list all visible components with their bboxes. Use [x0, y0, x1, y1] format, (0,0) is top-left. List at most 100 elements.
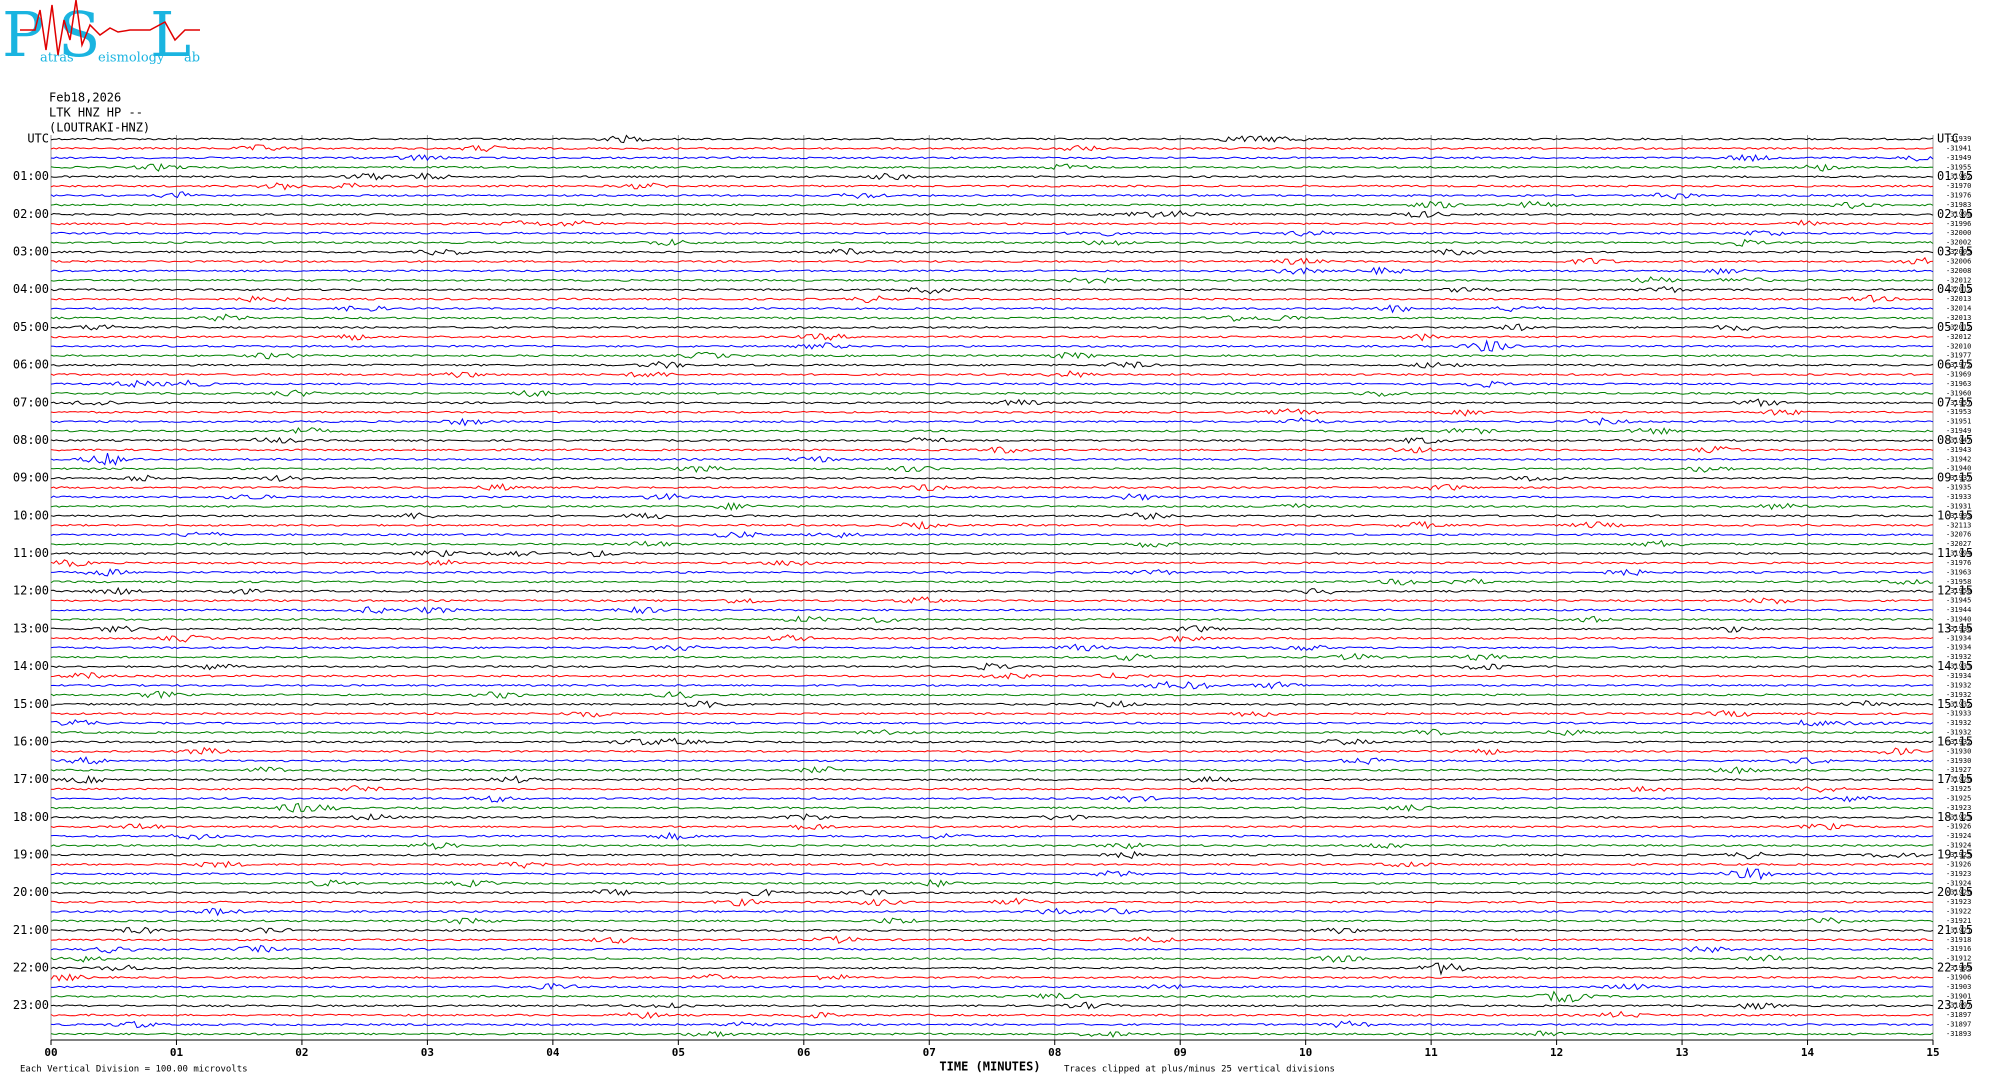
trace — [50, 144, 1934, 153]
offset-label: -31957 — [1946, 399, 1971, 407]
clip-note: Traces clipped at plus/minus 25 vertical… — [1064, 1065, 1335, 1075]
trace — [50, 643, 1934, 652]
offset-label: -31951 — [1946, 418, 1971, 426]
right-time-label: 02:15 — [1937, 207, 1973, 221]
trace — [50, 680, 1934, 690]
right-time-label: 07:15 — [1937, 395, 1973, 409]
trace — [50, 784, 1934, 793]
offset-label: -31893 — [1946, 1030, 1971, 1038]
offset-label: -31949 — [1946, 154, 1971, 162]
site: (LOUTRAKI-HNZ) — [49, 121, 150, 135]
offset-label: -31990 — [1946, 210, 1971, 218]
left-time-label: UTC — [27, 132, 49, 146]
trace — [50, 634, 1934, 643]
offset-label: -31942 — [1946, 455, 1971, 463]
trace — [50, 1020, 1934, 1029]
trace — [50, 719, 1934, 727]
trace — [50, 452, 1934, 466]
trace — [50, 465, 1934, 473]
trace — [50, 323, 1934, 332]
trace — [50, 361, 1934, 369]
trace — [50, 162, 1934, 172]
x-tick-label: 06 — [797, 1046, 811, 1059]
trace — [50, 492, 1933, 502]
trace — [50, 427, 1934, 435]
offset-label: -31916 — [1946, 945, 1971, 953]
offset-label: -31927 — [1946, 766, 1971, 774]
offset-label: -31969 — [1946, 371, 1971, 379]
trace — [50, 813, 1934, 821]
offset-label: -31921 — [1946, 926, 1971, 934]
right-time-label: 15:15 — [1937, 697, 1973, 711]
offset-label: -31994 — [1946, 550, 1971, 558]
trace — [50, 408, 1934, 417]
left-time-label: 01:00 — [13, 169, 49, 183]
offset-label: -32012 — [1946, 286, 1971, 294]
trace — [51, 474, 1934, 482]
offset-label: -31940 — [1946, 465, 1971, 473]
offset-label: -32005 — [1946, 248, 1971, 256]
offset-label: -31939 — [1946, 135, 1971, 143]
offset-label: -31926 — [1946, 889, 1971, 897]
offset-label: -31923 — [1946, 870, 1971, 878]
left-time-label: 04:00 — [13, 282, 49, 296]
offset-label: -31897 — [1946, 1002, 1971, 1010]
offset-label: -31903 — [1946, 983, 1971, 991]
trace — [50, 549, 1934, 558]
offset-label: -32000 — [1946, 229, 1971, 237]
offset-label: -31934 — [1946, 644, 1971, 652]
left-time-label: 13:00 — [13, 621, 49, 635]
trace — [50, 831, 1934, 841]
offset-label: -32002 — [1946, 239, 1971, 247]
offset-label: -31930 — [1946, 757, 1971, 765]
offset-label: -31926 — [1946, 823, 1971, 831]
offset-label: -31933 — [1946, 663, 1971, 671]
offset-label: -32013 — [1946, 314, 1971, 322]
trace — [50, 182, 1934, 191]
trace — [50, 962, 1934, 976]
offset-label: -31996 — [1946, 220, 1971, 228]
offset-label: -31923 — [1946, 813, 1971, 821]
trace — [50, 850, 1934, 860]
x-tick-label: 02 — [295, 1046, 308, 1059]
offset-label: -31972 — [1946, 361, 1971, 369]
offset-label: -31925 — [1946, 785, 1971, 793]
offset-label: -31983 — [1946, 201, 1971, 209]
left-time-label: 14:00 — [13, 659, 49, 673]
right-time-label: 12:15 — [1937, 584, 1973, 598]
left-time-label: 19:00 — [13, 848, 49, 862]
logo-text: atras — [40, 51, 74, 66]
trace — [50, 842, 1934, 850]
left-time-label: 23:00 — [13, 998, 49, 1012]
offset-label: -31934 — [1946, 672, 1971, 680]
x-tick-label: 03 — [421, 1046, 434, 1059]
right-time-label: 18:15 — [1937, 810, 1973, 824]
x-tick-label: 12 — [1550, 1046, 1563, 1059]
trace — [50, 615, 1934, 624]
trace — [50, 578, 1934, 586]
trace — [50, 238, 1934, 247]
x-tick-label: 14 — [1801, 1046, 1815, 1059]
trace — [50, 248, 1934, 256]
left-time-label: 15:00 — [13, 697, 49, 711]
offset-label: -31940 — [1946, 615, 1971, 623]
offset-label: -32012 — [1946, 333, 1971, 341]
offset-label: -31955 — [1946, 163, 1971, 171]
offset-label: -31932 — [1946, 691, 1971, 699]
left-time-label: 06:00 — [13, 358, 49, 372]
offset-label: -31897 — [1946, 1021, 1971, 1029]
logo: P atras S eismology L ab — [2, 0, 200, 71]
trace — [50, 625, 1934, 633]
trace — [50, 333, 1934, 342]
left-time-label: 11:00 — [13, 546, 49, 560]
trace — [50, 266, 1934, 276]
trace — [50, 672, 1934, 680]
trace — [50, 285, 1934, 295]
offset-label: -31906 — [1946, 973, 1971, 981]
offset-label: -31976 — [1946, 559, 1971, 567]
offset-label: -31932 — [1946, 738, 1971, 746]
offset-label: -32113 — [1946, 521, 1971, 529]
right-time-label: 08:15 — [1937, 433, 1973, 447]
offset-label: -31993 — [1946, 512, 1971, 520]
trace — [50, 1030, 1934, 1038]
